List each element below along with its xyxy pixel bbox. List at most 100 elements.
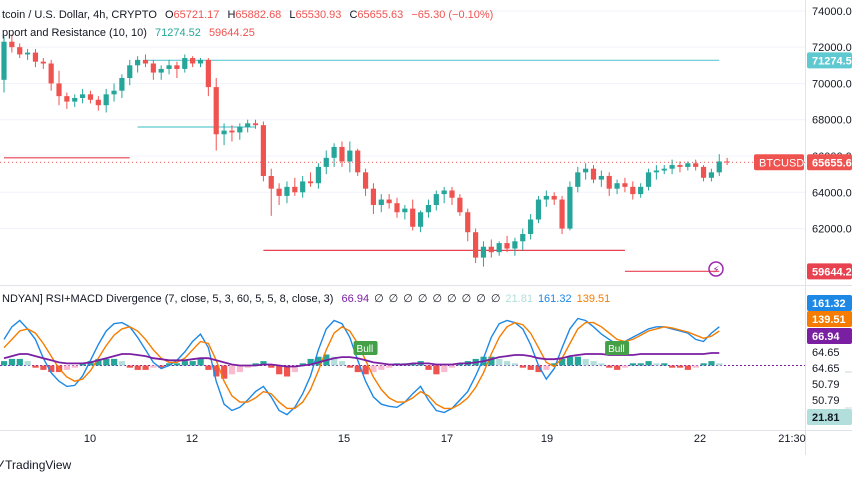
indicator2-value: 66.94: [341, 293, 370, 305]
histogram-bar: [16, 358, 23, 366]
histogram-bar: [621, 365, 629, 368]
symbol-title: tcoin / U.S. Dollar, 4h, CRYPTO: [2, 9, 157, 21]
time-tick-label: 21:30: [778, 433, 806, 445]
histogram-bar: [527, 365, 534, 370]
tradingview-logo[interactable]: ⁄ TradingView: [0, 458, 71, 472]
indicator2-value: 139.51: [576, 293, 611, 305]
time-tick-label: 10: [84, 433, 96, 445]
candle-body: [111, 90, 117, 95]
time-tick-label: 22: [694, 433, 706, 445]
histogram-bar: [425, 365, 432, 370]
histogram-bar: [449, 365, 456, 368]
indicator2-header[interactable]: NDYAN] RSI+MACD Divergence (7, close, 5,…: [2, 292, 620, 305]
resistance-price-tag: [807, 52, 852, 69]
histogram-bar: [276, 365, 283, 375]
histogram-bar: [708, 361, 715, 366]
bull-marker-label: Bull: [608, 344, 625, 355]
histogram-bar: [205, 365, 212, 370]
candle-body: [496, 243, 502, 253]
candle-body: [24, 52, 31, 55]
histogram-bar: [661, 363, 668, 366]
indicator2-value: ∅: [447, 293, 457, 305]
candle-body: [575, 172, 581, 187]
candle-body: [315, 166, 321, 184]
time-tick-label: 12: [186, 433, 198, 445]
candle-body: [87, 94, 94, 100]
ohlc-open-value: 65721.17: [173, 9, 220, 21]
histogram-bar: [181, 361, 188, 366]
candle-body: [370, 188, 377, 205]
candle-body: [127, 65, 133, 79]
histogram-bar: [338, 361, 346, 366]
ohlc-low-label: L: [289, 9, 296, 21]
histogram-bar: [614, 365, 621, 370]
price-tick-label: 64000.00: [812, 187, 852, 199]
indicator-tick-label: 50.79: [812, 395, 840, 407]
indicator1-header[interactable]: pport and Resistance (10, 10) 71274.52 5…: [2, 27, 260, 39]
histogram-bar: [354, 365, 361, 373]
bull-marker-label: Bull: [357, 344, 374, 355]
indicator2-value: 21.81: [505, 293, 533, 305]
histogram-bar: [221, 365, 228, 379]
candle-body: [378, 199, 384, 205]
candle-body: [417, 212, 424, 227]
histogram-bar: [346, 365, 354, 368]
candle-body: [488, 246, 494, 253]
histogram-bar: [504, 361, 511, 366]
candle-body: [323, 157, 329, 167]
histogram-bar: [441, 365, 448, 373]
alert-icon: [708, 261, 724, 277]
current-price-tag: [807, 154, 852, 171]
histogram-bar: [370, 365, 377, 373]
alert-icon-glyph: ⚡: [713, 265, 720, 276]
histogram-bar: [63, 365, 71, 370]
candle-body: [528, 219, 534, 235]
candle-body: [252, 123, 259, 126]
histogram-bar: [166, 363, 173, 366]
candle-body: [158, 68, 164, 73]
candle-body: [716, 161, 722, 173]
histogram-bar: [629, 363, 636, 366]
candle-body: [708, 172, 714, 178]
time-tick-label: 17: [441, 433, 453, 445]
histogram-bar: [386, 365, 393, 368]
histogram-bar: [519, 365, 526, 368]
indicator1-resistance-value: 71274.52: [154, 27, 201, 39]
ohlc-close-label: C: [349, 9, 358, 21]
ohlc-high: H65882.68: [227, 9, 281, 21]
candle-body: [614, 183, 620, 189]
histogram-bar: [158, 365, 165, 368]
histogram-bar: [606, 365, 613, 368]
candle-body: [700, 166, 707, 178]
indicator-value-tag: [807, 409, 852, 425]
candle-body: [433, 194, 439, 205]
candle-body: [284, 186, 290, 196]
time-tick-label: 15: [338, 433, 350, 445]
candle-body: [95, 99, 101, 106]
histogram-bar: [111, 358, 118, 366]
histogram-bar: [173, 363, 181, 366]
candle-body: [622, 183, 628, 187]
candle-body: [190, 58, 196, 64]
candle-body: [410, 208, 416, 227]
candle-body: [653, 170, 659, 173]
histogram-bar: [1, 361, 8, 366]
candle-body: [645, 172, 652, 187]
histogram-bar: [566, 356, 574, 366]
candle-body: [150, 63, 156, 73]
indicator2-label: NDYAN] RSI+MACD Divergence (7, close, 5,…: [2, 293, 334, 305]
histogram-bar: [582, 358, 589, 366]
bull-marker: [353, 341, 378, 355]
indicator2-value: ∅: [432, 293, 443, 305]
histogram-bar: [645, 361, 652, 366]
histogram-bar: [511, 363, 519, 366]
candle-body: [135, 59, 141, 66]
ohlc-low: L65530.93: [289, 9, 341, 21]
candle-body: [394, 203, 400, 213]
indicator-value-tag-label: 139.51: [812, 314, 846, 326]
price-tick-label: 68000.00: [812, 115, 852, 127]
histogram-bar: [291, 365, 299, 373]
histogram-bar: [598, 363, 605, 366]
